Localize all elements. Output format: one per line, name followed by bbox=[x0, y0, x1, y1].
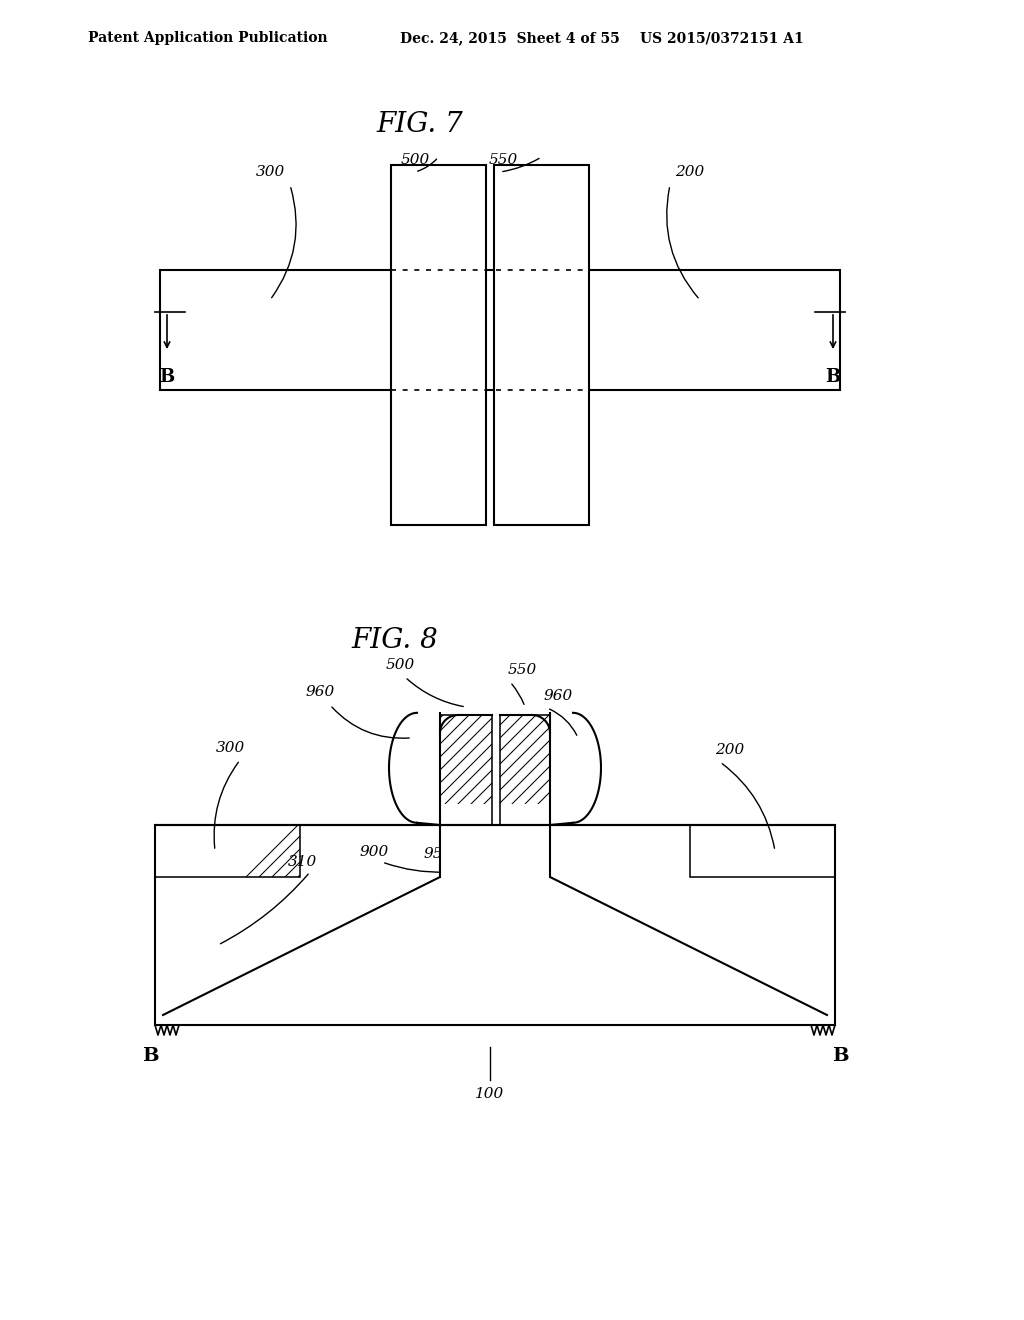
Text: 960: 960 bbox=[305, 685, 335, 700]
Text: FIG. 8: FIG. 8 bbox=[351, 627, 438, 653]
Text: 300: 300 bbox=[255, 165, 285, 180]
Bar bbox=[160, 271, 840, 389]
Text: 300: 300 bbox=[215, 741, 245, 755]
Text: 960: 960 bbox=[544, 689, 572, 704]
Bar bbox=[155, 825, 835, 1026]
Text: 500: 500 bbox=[385, 657, 415, 672]
Text: 310: 310 bbox=[288, 855, 316, 869]
Text: B: B bbox=[831, 1047, 848, 1065]
Bar bbox=[690, 825, 835, 876]
Text: 100: 100 bbox=[475, 1086, 505, 1101]
Bar bbox=[494, 165, 589, 525]
Text: 550: 550 bbox=[507, 663, 537, 677]
Text: US 2015/0372151 A1: US 2015/0372151 A1 bbox=[640, 30, 804, 45]
Text: 500: 500 bbox=[400, 153, 430, 168]
Text: Dec. 24, 2015  Sheet 4 of 55: Dec. 24, 2015 Sheet 4 of 55 bbox=[400, 30, 620, 45]
Bar bbox=[155, 825, 300, 876]
Text: 550: 550 bbox=[488, 153, 517, 168]
Bar bbox=[440, 715, 492, 825]
Text: FIG. 7: FIG. 7 bbox=[377, 111, 464, 139]
Text: B: B bbox=[825, 368, 841, 385]
Text: 200: 200 bbox=[676, 165, 705, 180]
Bar bbox=[391, 165, 486, 525]
Bar bbox=[440, 805, 550, 876]
Text: 900: 900 bbox=[359, 845, 389, 859]
Text: B: B bbox=[141, 1047, 159, 1065]
Text: 950: 950 bbox=[423, 847, 453, 861]
Text: 210: 210 bbox=[498, 846, 526, 861]
Text: 200: 200 bbox=[716, 743, 744, 756]
Text: B: B bbox=[160, 368, 175, 385]
Bar bbox=[500, 715, 550, 825]
Text: Patent Application Publication: Patent Application Publication bbox=[88, 30, 328, 45]
